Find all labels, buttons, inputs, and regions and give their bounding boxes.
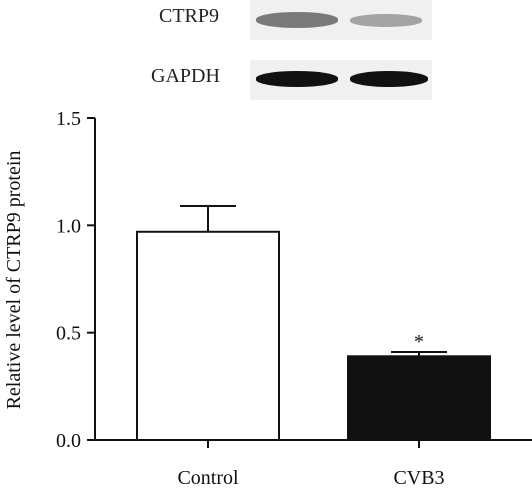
bar-control	[136, 230, 280, 441]
y-tick-label: 1.0	[56, 215, 81, 237]
blot-label-gapdh: GAPDH	[151, 65, 220, 87]
bar-cvb3	[347, 355, 491, 441]
blot-strip-gapdh	[250, 60, 432, 100]
y-tick-label: 0.0	[56, 430, 81, 452]
blot-label-ctrp9: CTRP9	[159, 5, 220, 27]
significance-marker: *	[414, 331, 424, 353]
bars: *	[136, 205, 491, 441]
y-tick-label: 0.5	[56, 323, 81, 345]
x-tick-label: CVB3	[393, 467, 444, 489]
y-tick-label: 1.5	[56, 108, 81, 130]
y-axis-label: Relative level of CTRP9 protein	[3, 151, 25, 410]
blot-band-gapdh-cvb3	[350, 71, 428, 87]
y-ticks: 0.0 0.5 1.0 1.5	[56, 108, 95, 452]
blot-band-ctrp9-cvb3	[350, 14, 422, 27]
blot-band-ctrp9-control	[256, 12, 338, 28]
blot-band-gapdh-control	[256, 71, 338, 87]
x-ticks: Control CVB3	[177, 440, 445, 489]
blot-strip-ctrp9	[250, 0, 432, 40]
x-tick-label: Control	[177, 467, 239, 489]
